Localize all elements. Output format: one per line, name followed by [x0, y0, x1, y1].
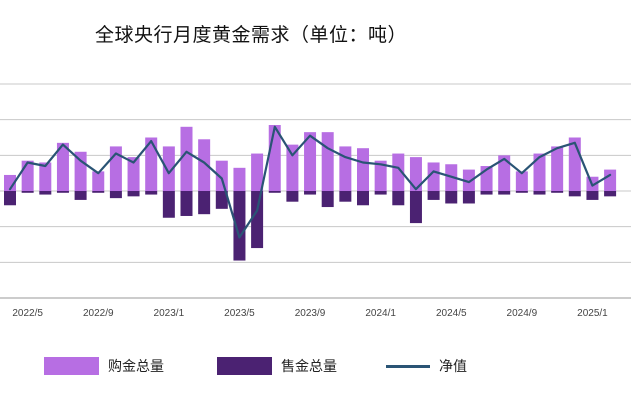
bar-sell — [427, 191, 440, 200]
legend-label-buy: 购金总量 — [108, 359, 164, 375]
bar-sell — [568, 191, 581, 197]
plot-area: 2022/5 2022/9 2023/1 2023/5 2023/9 2024/1 2024… — [0, 83, 631, 319]
bar-sell — [198, 191, 211, 215]
bar-sell — [498, 191, 511, 195]
x-axis-ticks: 2022/5 2022/9 2023/1 2023/5 2023/9 2024/1 2024… — [12, 308, 608, 319]
bar-buy — [357, 148, 369, 191]
bar-sell — [604, 191, 617, 197]
bar-buy — [233, 167, 246, 191]
bar-sell — [480, 191, 493, 195]
x-tick-label: 2024/9 — [507, 308, 538, 319]
bar-sell — [392, 191, 405, 206]
bar-sell — [374, 191, 387, 195]
bar-sell — [109, 191, 122, 199]
bar-sell — [215, 191, 228, 209]
net-line-layer — [8, 125, 612, 239]
legend-item-buy: 购金总量 — [44, 356, 164, 376]
x-tick-label: 2022/5 — [12, 308, 43, 319]
x-tick-label: 2024/1 — [365, 308, 396, 319]
bar-sell — [462, 191, 475, 204]
chart-title: 全球央行月度黄金需求（单位：吨） — [95, 24, 408, 46]
bar-sell — [357, 191, 369, 206]
bar-buy — [4, 174, 16, 191]
bar-sell — [268, 191, 281, 193]
bar-sell — [515, 191, 528, 193]
x-tick-label: 2023/9 — [295, 308, 326, 319]
bars — [4, 125, 617, 261]
bar-sell — [551, 191, 564, 193]
bar-buy — [145, 137, 158, 191]
bar-buy — [427, 162, 440, 191]
bar-sell — [304, 191, 317, 195]
bar-buy — [409, 157, 422, 191]
bar-buy — [92, 171, 105, 191]
bar-buy — [39, 162, 52, 191]
bar-sell — [233, 191, 246, 261]
bar-sell — [162, 191, 175, 218]
bar-buy — [21, 160, 34, 191]
bar-buy — [462, 169, 475, 191]
bar-buy — [515, 171, 528, 191]
bar-sell — [409, 191, 422, 224]
bar-buy — [162, 146, 175, 191]
x-tick-label: 2024/5 — [436, 308, 467, 319]
bar-sell — [56, 191, 69, 193]
bar-buy — [498, 155, 511, 191]
bar-sell — [21, 191, 34, 193]
x-tick-label: 2023/1 — [154, 308, 185, 319]
x-tick-label: 2023/5 — [224, 308, 255, 319]
bar-sell — [39, 191, 52, 195]
bar-sell — [321, 191, 334, 208]
bar-buy — [604, 169, 617, 191]
legend: 购金总量 售金总量 净值 — [0, 356, 631, 386]
bar-buy — [251, 153, 264, 191]
bar-buy — [180, 126, 193, 191]
legend-swatch-sell — [217, 357, 272, 375]
bar-sell — [533, 191, 546, 195]
bar-buy — [127, 157, 140, 191]
x-tick-label: 2022/9 — [83, 308, 114, 319]
bar-buy — [304, 132, 317, 191]
legend-label-sell: 售金总量 — [281, 359, 337, 375]
bar-sell — [92, 191, 105, 193]
bar-sell — [4, 191, 16, 206]
bar-sell — [445, 191, 458, 204]
bar-buy — [321, 132, 334, 191]
bar-sell — [145, 191, 158, 195]
bar-sell — [127, 191, 140, 197]
legend-swatch-buy — [44, 357, 99, 375]
legend-item-sell: 售金总量 — [217, 356, 337, 376]
bar-sell — [286, 191, 299, 202]
bar-sell — [74, 191, 87, 200]
bar-buy — [533, 153, 546, 191]
bar-buy — [215, 160, 228, 191]
bar-sell — [251, 191, 264, 249]
bar-buy — [286, 144, 299, 191]
bar-buy — [374, 160, 387, 191]
bar-buy — [551, 146, 564, 191]
legend-item-net: 净值 — [386, 356, 467, 376]
legend-label-net: 净值 — [439, 359, 467, 375]
bar-buy — [56, 142, 69, 191]
net-line — [8, 125, 612, 239]
x-tick-label: 2025/1 — [577, 308, 608, 319]
bar-sell — [586, 191, 599, 200]
legend-line-net — [386, 364, 430, 368]
bar-sell — [339, 191, 352, 202]
bar-buy — [339, 146, 352, 191]
bar-sell — [180, 191, 193, 216]
bar-buy — [392, 153, 405, 191]
bar-buy — [198, 139, 211, 191]
